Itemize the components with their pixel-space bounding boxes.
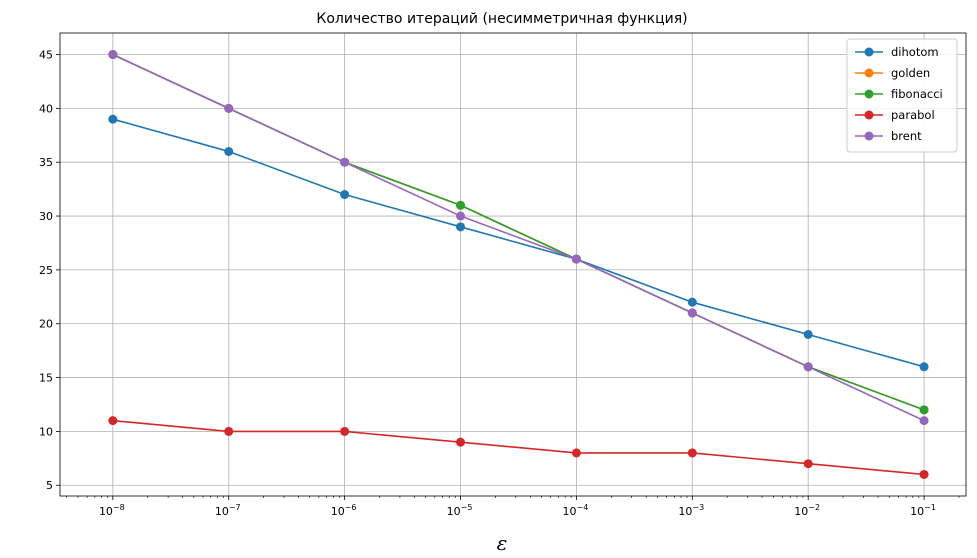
- data-point-brent: [803, 362, 813, 372]
- series-fibonacci: [108, 50, 929, 415]
- legend-item-parabol: parabol: [855, 108, 935, 122]
- x-tick-label: 10−8: [99, 503, 125, 518]
- data-point-dihotom: [224, 146, 234, 156]
- data-point-parabol: [456, 437, 466, 447]
- data-point-brent: [687, 308, 697, 318]
- legend-label: parabol: [891, 108, 935, 122]
- data-point-dihotom: [108, 114, 118, 124]
- x-tick-label: 10−4: [563, 503, 589, 518]
- y-tick-label: 25: [39, 264, 53, 277]
- series-brent: [108, 50, 929, 426]
- legend-swatch-marker: [864, 131, 874, 141]
- y-tick-label: 45: [39, 49, 53, 62]
- legend-label: brent: [891, 129, 922, 143]
- series-line-fibonacci: [112, 53, 925, 411]
- legend-item-dihotom: dihotom: [855, 45, 939, 59]
- data-point-parabol: [108, 416, 118, 426]
- x-axis-label: ε: [497, 531, 508, 555]
- legend: dihotom golden fibonacci parabol brent: [846, 38, 958, 153]
- y-tick-label: 10: [39, 425, 53, 438]
- legend-swatch-marker: [864, 89, 874, 99]
- legend-label: dihotom: [891, 45, 939, 59]
- legend-label: fibonacci: [891, 87, 943, 101]
- y-tick-label: 5: [46, 479, 53, 492]
- data-point-dihotom: [919, 362, 929, 372]
- data-point-brent: [340, 157, 350, 167]
- data-point-parabol: [687, 448, 697, 458]
- series-line-brent: [112, 53, 925, 422]
- x-tick-label: 10−2: [794, 503, 820, 518]
- chart-title: Количество итераций (несимметричная функ…: [316, 11, 687, 27]
- legend-item-brent: brent: [855, 129, 922, 143]
- series-line-parabol: [112, 419, 925, 476]
- data-point-dihotom: [456, 222, 466, 232]
- y-tick-label: 35: [39, 156, 53, 169]
- series-line-dihotom: [112, 118, 925, 368]
- x-tick-label: 10−3: [678, 503, 704, 518]
- y-tick-label: 20: [39, 318, 53, 331]
- data-point-brent: [456, 211, 466, 221]
- x-tick-label: 10−1: [910, 503, 936, 518]
- legend-item-fibonacci: fibonacci: [855, 87, 943, 101]
- data-point-brent: [919, 416, 929, 426]
- legend-box: [846, 38, 958, 153]
- data-point-dihotom: [687, 297, 697, 307]
- data-point-parabol: [803, 459, 813, 469]
- data-point-dihotom: [803, 329, 813, 339]
- data-point-parabol: [224, 426, 234, 436]
- y-tick-label: 30: [39, 210, 53, 223]
- legend-label: golden: [891, 66, 930, 80]
- data-point-parabol: [340, 426, 350, 436]
- legend-swatch-marker: [864, 110, 874, 120]
- data-point-brent: [571, 254, 581, 264]
- data-point-parabol: [919, 469, 929, 479]
- series-parabol: [108, 416, 929, 479]
- series-dihotom: [108, 114, 929, 372]
- y-tick-label: 40: [39, 102, 53, 115]
- plot-frame: [59, 32, 967, 497]
- series-layer: [108, 50, 929, 479]
- legend-swatch-marker: [864, 47, 874, 57]
- x-tick-label: 10−5: [447, 503, 473, 518]
- y-tick-label: 15: [39, 372, 53, 385]
- x-tick-label: 10−6: [331, 503, 357, 518]
- data-point-parabol: [571, 448, 581, 458]
- legend-item-golden: golden: [855, 66, 930, 80]
- data-point-dihotom: [340, 190, 350, 200]
- legend-swatch-marker: [864, 68, 874, 78]
- data-point-fibonacci: [919, 405, 929, 415]
- x-tick-label: 10−7: [215, 503, 241, 518]
- data-point-brent: [108, 50, 118, 60]
- grid: [60, 33, 966, 496]
- x-axis: 10−8 10−7 10−6 10−5 10−4 10−3 10−2 10−1: [66, 496, 960, 518]
- y-axis: 5 10 15 20 25 30 35 40 45: [39, 49, 60, 492]
- data-point-brent: [224, 103, 234, 113]
- data-point-fibonacci: [456, 200, 466, 210]
